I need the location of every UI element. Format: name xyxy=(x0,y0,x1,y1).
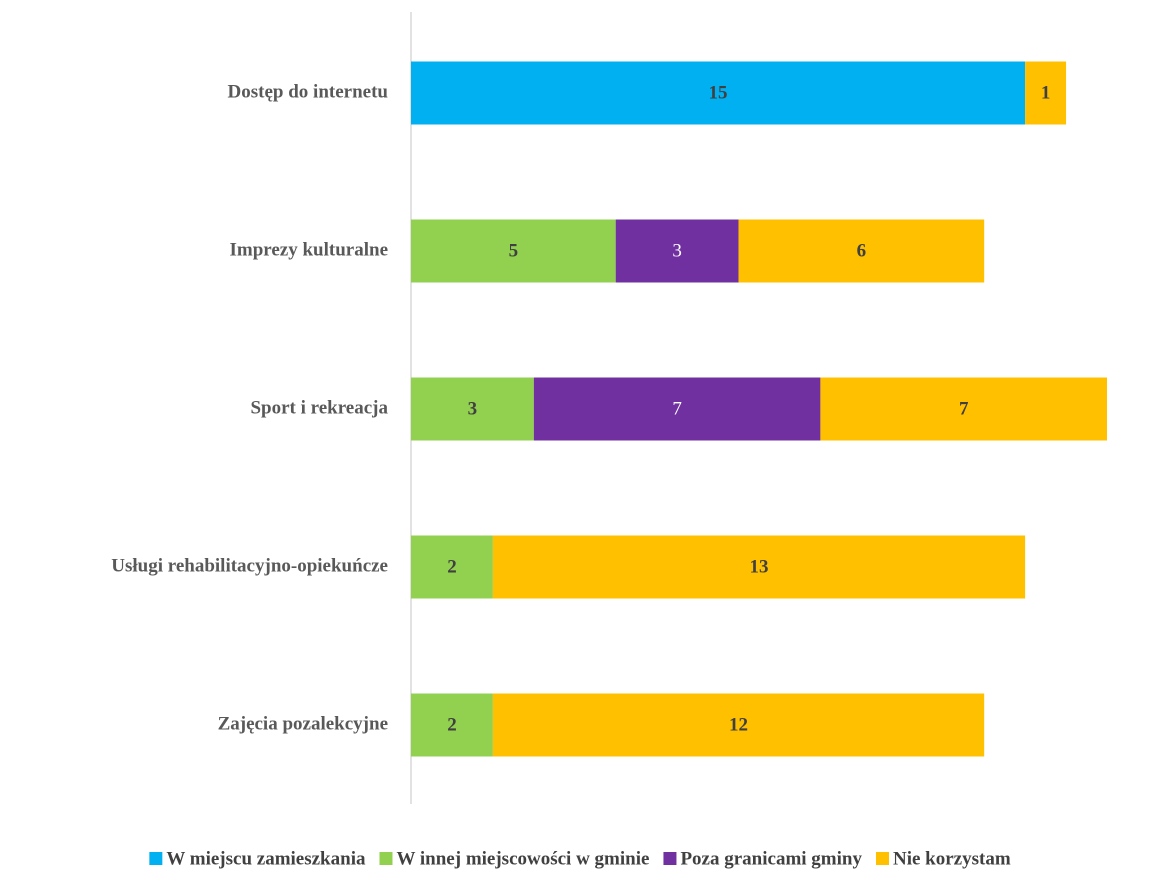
bar-segment xyxy=(492,535,1026,599)
legend-label: W miejscu zamieszkania xyxy=(166,848,366,869)
bar-segment xyxy=(411,535,493,599)
legend-swatch xyxy=(663,852,677,865)
legend-swatch xyxy=(379,852,393,865)
category-label: Usługi rehabilitacyjno-opiekuńcze xyxy=(111,555,388,576)
category-label: Sport i rekreacja xyxy=(250,397,388,418)
bar-segment xyxy=(615,219,739,283)
data-label: 2 xyxy=(447,714,457,735)
category-label: Dostęp do internetu xyxy=(228,81,389,102)
data-label: 13 xyxy=(750,556,769,577)
bar-segment xyxy=(533,377,821,441)
data-label: 2 xyxy=(447,556,457,577)
bar-segment xyxy=(738,219,985,283)
category-label: Zajęcia pozalekcyjne xyxy=(218,713,388,734)
data-label: 6 xyxy=(857,240,867,261)
bar-segment xyxy=(411,61,1026,125)
data-label: 3 xyxy=(672,240,682,261)
data-label: 7 xyxy=(672,398,682,419)
data-label: 1 xyxy=(1041,82,1051,103)
category-label: Imprezy kulturalne xyxy=(229,239,388,260)
legend-label: Nie korzystam xyxy=(893,848,1011,869)
legend-swatch xyxy=(149,852,163,865)
data-label: 12 xyxy=(729,714,748,735)
legend-label: Poza granicami gminy xyxy=(680,848,862,869)
data-label: 3 xyxy=(468,398,478,419)
data-label: 7 xyxy=(959,398,969,419)
bar-segment xyxy=(411,377,534,441)
bar-segment xyxy=(820,377,1107,441)
legend-swatch xyxy=(875,852,889,865)
data-label: 5 xyxy=(509,240,519,261)
bar-segment xyxy=(411,219,616,283)
legend-label: W innej miejscowości w gminie xyxy=(396,848,649,869)
data-label: 15 xyxy=(709,82,728,103)
bar-segment xyxy=(492,693,985,757)
bar-segment xyxy=(1025,61,1067,125)
bar-segment xyxy=(411,693,493,757)
